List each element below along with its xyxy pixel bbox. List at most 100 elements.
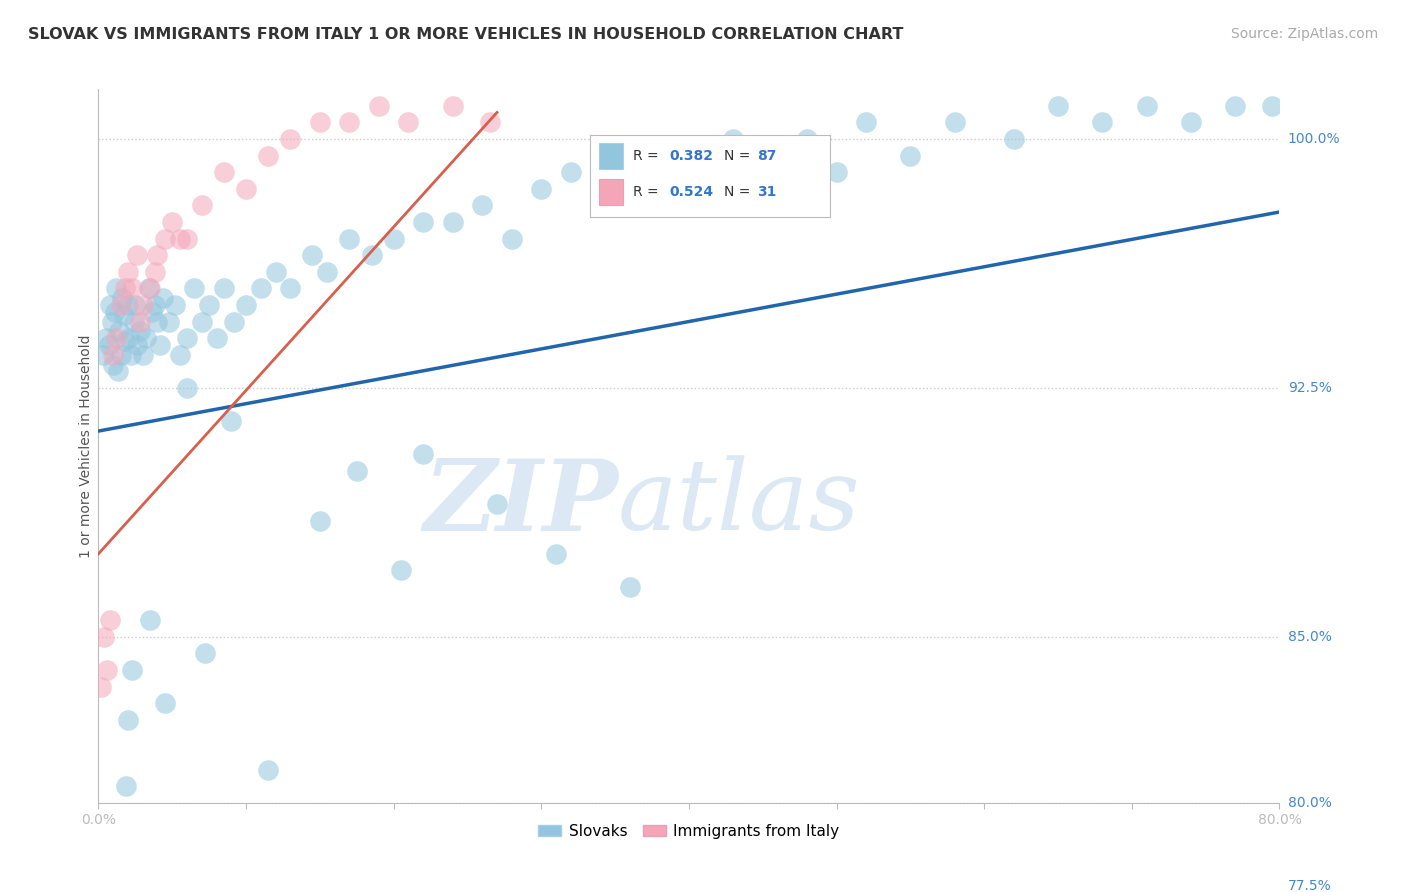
Point xyxy=(135,331,157,345)
Point xyxy=(117,265,139,279)
Point xyxy=(212,281,235,295)
Text: 80.0%: 80.0% xyxy=(1288,796,1331,810)
Point xyxy=(153,696,176,710)
Point xyxy=(139,281,162,295)
Point xyxy=(678,148,700,162)
Text: 31: 31 xyxy=(758,186,778,199)
Point xyxy=(250,281,273,295)
Point xyxy=(257,148,280,162)
Point xyxy=(1047,99,1070,113)
Point xyxy=(105,331,128,345)
Text: 0.524: 0.524 xyxy=(669,186,713,199)
Point xyxy=(855,115,877,129)
Point xyxy=(107,364,129,378)
Point xyxy=(766,148,789,162)
Point xyxy=(346,464,368,478)
Point xyxy=(339,231,361,245)
Point xyxy=(103,348,125,362)
Point xyxy=(176,381,198,395)
Text: ZIP: ZIP xyxy=(423,455,619,551)
Point xyxy=(143,298,166,312)
Point xyxy=(412,215,434,229)
Point xyxy=(943,115,966,129)
Point xyxy=(125,338,148,352)
Point xyxy=(176,231,198,245)
Point xyxy=(301,248,323,262)
Point xyxy=(118,331,141,345)
Point xyxy=(478,115,501,129)
Text: R =: R = xyxy=(633,186,664,199)
Point xyxy=(98,613,121,627)
Point xyxy=(143,265,166,279)
Point xyxy=(723,132,745,146)
Point xyxy=(546,547,568,561)
Point xyxy=(110,348,132,362)
Point xyxy=(103,358,125,372)
Point xyxy=(117,713,139,727)
Point xyxy=(264,265,287,279)
Point xyxy=(412,447,434,461)
Point xyxy=(198,298,221,312)
Legend: Slovaks, Immigrants from Italy: Slovaks, Immigrants from Italy xyxy=(533,818,845,845)
Point xyxy=(796,132,818,146)
Point xyxy=(149,338,172,352)
Point xyxy=(152,291,174,305)
Point xyxy=(104,304,127,318)
Point xyxy=(112,308,135,322)
Point xyxy=(398,115,420,129)
Point xyxy=(125,248,148,262)
Point xyxy=(146,314,169,328)
Point xyxy=(560,165,582,179)
Point xyxy=(183,281,205,295)
FancyBboxPatch shape xyxy=(599,143,623,169)
Point xyxy=(90,680,112,694)
Text: 77.5%: 77.5% xyxy=(1288,879,1331,892)
Point xyxy=(146,248,169,262)
Point xyxy=(825,165,848,179)
Text: R =: R = xyxy=(633,149,664,163)
Point xyxy=(114,281,136,295)
Point xyxy=(280,281,302,295)
Point xyxy=(139,613,162,627)
Point xyxy=(471,198,494,212)
Point xyxy=(619,580,641,594)
Point xyxy=(121,663,143,677)
Text: 92.5%: 92.5% xyxy=(1288,381,1331,395)
Text: N =: N = xyxy=(724,186,755,199)
Point xyxy=(91,348,114,362)
Point xyxy=(111,291,134,305)
Text: 0.382: 0.382 xyxy=(669,149,713,163)
Point xyxy=(486,497,509,511)
Point xyxy=(120,348,142,362)
Point xyxy=(117,298,139,312)
Point xyxy=(97,338,120,352)
Point xyxy=(235,182,257,196)
Point xyxy=(128,325,150,339)
Point xyxy=(141,304,163,318)
Text: N =: N = xyxy=(724,149,755,163)
Point xyxy=(165,298,187,312)
Point xyxy=(309,514,332,528)
Point xyxy=(138,281,160,295)
FancyBboxPatch shape xyxy=(599,179,623,205)
Point xyxy=(96,663,118,677)
Point xyxy=(157,314,180,328)
Point xyxy=(368,99,391,113)
Point xyxy=(93,630,115,644)
Point xyxy=(900,148,922,162)
Point xyxy=(389,564,412,578)
Point xyxy=(191,314,214,328)
Point xyxy=(648,198,671,212)
Point xyxy=(221,414,243,428)
Point xyxy=(441,99,464,113)
Text: SLOVAK VS IMMIGRANTS FROM ITALY 1 OR MORE VEHICLES IN HOUSEHOLD CORRELATION CHAR: SLOVAK VS IMMIGRANTS FROM ITALY 1 OR MOR… xyxy=(28,27,904,42)
Point xyxy=(1091,115,1114,129)
Text: 85.0%: 85.0% xyxy=(1288,630,1331,644)
Point xyxy=(360,248,382,262)
Point xyxy=(169,348,191,362)
Point xyxy=(124,298,146,312)
Point xyxy=(128,314,150,328)
Y-axis label: 1 or more Vehicles in Household: 1 or more Vehicles in Household xyxy=(79,334,93,558)
Point xyxy=(191,198,214,212)
Point xyxy=(115,779,138,793)
